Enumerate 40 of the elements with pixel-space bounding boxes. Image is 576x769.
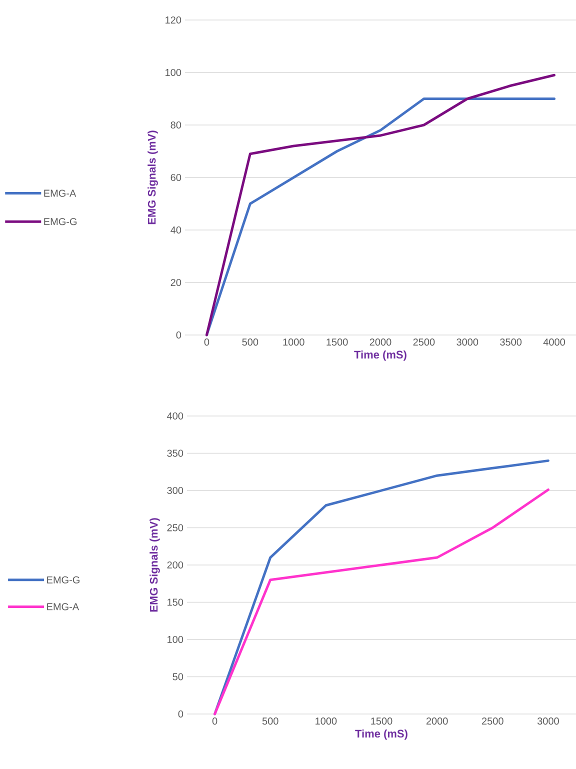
y-tick-label: 150 (168, 598, 184, 606)
y-tick-label: 200 (167, 561, 184, 569)
y-tick-label: 20 (170, 278, 182, 286)
x-tick-label: 1500 (326, 338, 348, 346)
y-tick-label: 120 (166, 16, 182, 24)
x-tick-label: 2500 (482, 718, 504, 725)
x-tick-label: 2000 (426, 718, 448, 725)
x-tick-label: 3000 (456, 338, 478, 346)
y-tick-label: 50 (172, 673, 184, 680)
y-tick-label: 0 (178, 710, 184, 718)
x-tick-label: 2500 (413, 338, 435, 346)
x-tick-label: 3500 (500, 338, 522, 346)
y-tick-label: 0 (176, 331, 182, 339)
x-tick-label: 4000 (543, 338, 565, 346)
y-axis-title: EMG Signals (mV) (148, 130, 158, 224)
x-tick-label: 1000 (283, 338, 304, 346)
y-axis-title: EMG Signals (mV) (150, 518, 160, 612)
y-tick-label: 350 (167, 450, 184, 457)
y-tick-label: 250 (167, 524, 184, 532)
legend-label: EMG-G (44, 218, 77, 226)
y-tick-label: 100 (166, 68, 182, 76)
y-tick-label: 400 (167, 412, 184, 420)
y-tick-label: 100 (168, 636, 184, 644)
x-tick-label: 0 (212, 718, 218, 725)
x-axis-title: Time (mS) (354, 350, 406, 361)
x-tick-label: 3000 (537, 718, 559, 725)
y-tick-label: 80 (170, 121, 182, 129)
x-tick-label: 2000 (370, 338, 392, 346)
x-tick-label: 1000 (316, 718, 337, 725)
y-tick-label: 60 (170, 174, 182, 182)
x-tick-label: 500 (242, 338, 258, 346)
y-tick-label: 40 (170, 226, 182, 234)
x-tick-label: 0 (204, 338, 210, 346)
legend-label: EMG-G (47, 576, 80, 584)
legend-label: EMG-A (47, 603, 80, 610)
x-tick-label: 1500 (371, 718, 392, 725)
y-tick-label: 300 (167, 486, 184, 494)
x-axis-title: Time (mS) (355, 729, 408, 740)
legend-label: EMG-A (44, 190, 76, 197)
x-tick-label: 500 (262, 718, 278, 725)
